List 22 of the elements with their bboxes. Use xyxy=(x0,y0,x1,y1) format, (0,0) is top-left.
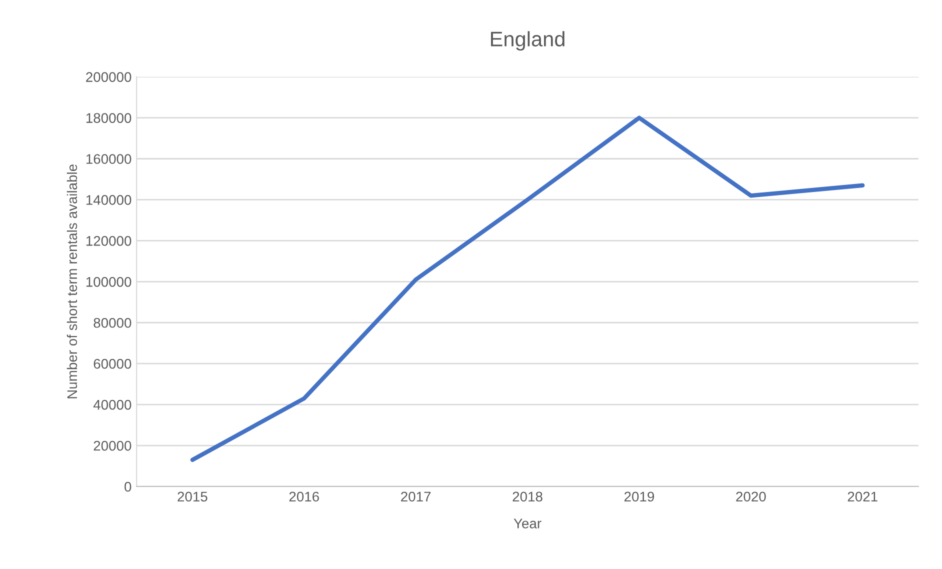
line-series xyxy=(190,116,865,462)
y-tick-label: 0 xyxy=(124,482,132,492)
y-tick-label: 180000 xyxy=(86,113,132,123)
y-tick-label: 40000 xyxy=(93,400,132,410)
y-tick-label: 20000 xyxy=(94,440,132,451)
x-tick-label: 2018 xyxy=(512,492,542,502)
x-axis-title: Year xyxy=(514,518,542,528)
x-tick-label: 2017 xyxy=(401,492,431,502)
y-tick-label: 100000 xyxy=(86,276,132,287)
y-tick-label: 120000 xyxy=(86,236,132,246)
chart-title: England xyxy=(491,31,564,51)
x-tick-label: 2015 xyxy=(178,492,208,502)
y-tick-label: 80000 xyxy=(94,318,132,328)
y-axis-title: Number of short term rentals available xyxy=(66,164,78,398)
x-tick-label: 2021 xyxy=(848,492,878,502)
y-tick-label: 140000 xyxy=(86,195,132,205)
x-tick-label: 2019 xyxy=(624,492,654,502)
x-tick-label: 2020 xyxy=(736,492,766,502)
x-tick-label: 2016 xyxy=(289,492,319,502)
y-tick-label: 60000 xyxy=(94,358,132,369)
y-tick-label: 160000 xyxy=(86,154,132,164)
y-tick-label: 200000 xyxy=(86,72,132,82)
